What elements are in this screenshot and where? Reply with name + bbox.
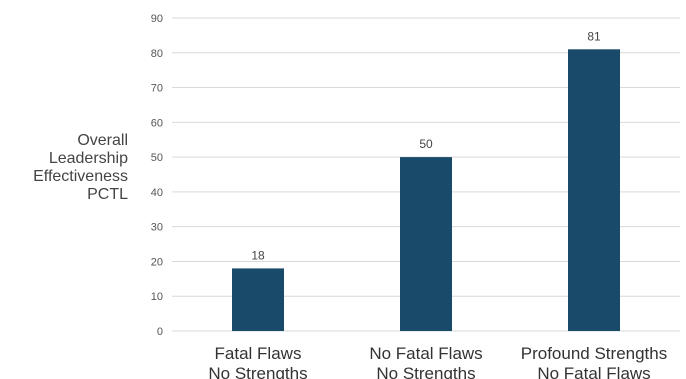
y-tick-label-60: 60 — [151, 117, 163, 129]
data-label-3: 81 — [587, 29, 601, 43]
y-tick-label-50: 50 — [151, 152, 163, 164]
bar-1 — [232, 268, 284, 331]
y-tick-label-10: 10 — [151, 291, 163, 303]
y-tick-label-70: 70 — [151, 83, 163, 95]
category-label-2-line-2: No Strengths — [376, 364, 475, 379]
y-tick-label-80: 80 — [151, 48, 163, 60]
data-label-1: 18 — [251, 248, 265, 262]
category-label-3-line-1: Profound Strengths — [521, 344, 667, 363]
category-label-1-line-2: No Strengths — [208, 364, 307, 379]
y-tick-label-0: 0 — [157, 326, 163, 338]
category-label-1-line-1: Fatal Flaws — [215, 344, 302, 363]
bar-3 — [568, 49, 620, 332]
data-label-2: 50 — [419, 137, 433, 151]
y-axis-title-line-3: Effectiveness — [33, 168, 128, 185]
y-axis-title-line-1: Overall — [77, 132, 128, 149]
y-axis-title-line-2: Leadership — [48, 150, 128, 167]
category-label-3-line-2: No Fatal Flaws — [537, 364, 650, 379]
y-tick-label-30: 30 — [151, 222, 163, 234]
y-tick-label-90: 90 — [151, 13, 163, 25]
y-axis-title: Overall Leadership Effectiveness PCTL — [6, 132, 128, 204]
y-tick-label-40: 40 — [151, 187, 163, 199]
bar-2 — [400, 157, 452, 331]
y-tick-label-20: 20 — [151, 256, 163, 268]
category-label-2-line-1: No Fatal Flaws — [369, 344, 482, 363]
y-axis-title-line-4: PCTL — [87, 186, 128, 203]
